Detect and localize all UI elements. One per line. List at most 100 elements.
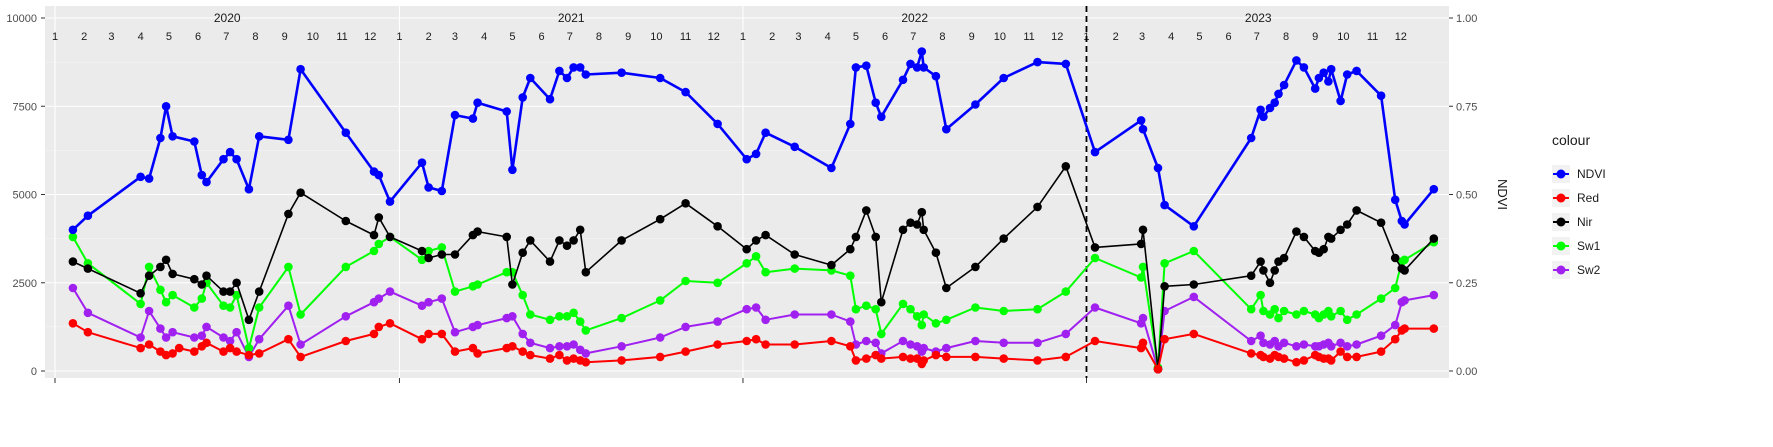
data-point-sw2 [971,336,980,346]
data-point-sw1 [931,319,941,328]
data-point-sw1 [942,315,951,325]
data-point-nir [851,232,861,242]
data-point-ndvi [1270,98,1279,107]
data-point-red [555,350,564,360]
data-point-sw2 [1246,336,1256,346]
data-point-nir [473,227,482,236]
data-point-sw2 [508,312,517,321]
data-point-ndvi [156,133,165,143]
data-point-ndvi [761,128,770,137]
data-point-red [225,343,235,353]
data-point-nir [1061,162,1071,171]
data-point-sw2 [374,294,384,303]
month-label: 3 [1139,31,1145,43]
data-point-sw2 [1259,338,1268,348]
data-point-sw2 [919,343,928,353]
data-point-sw1 [1061,287,1071,296]
data-point-red [971,352,980,362]
data-point-ndvi [232,154,241,164]
data-point-nir [742,244,751,254]
data-point-nir [437,250,447,259]
data-point-sw1 [1160,259,1169,268]
data-point-ndvi [284,135,293,145]
data-point-sw1 [68,232,78,242]
month-label: 7 [223,31,229,43]
right-axis-tick-label: 1.00 [1456,13,1477,25]
data-point-sw2 [942,343,951,353]
data-point-sw1 [877,329,886,339]
data-point-nir [1246,271,1256,281]
data-point-sw1 [871,304,880,314]
data-point-sw2 [1061,329,1071,339]
data-point-nir [555,236,564,245]
data-point-sw1 [1246,304,1256,314]
data-point-sw1 [851,304,861,314]
data-point-nir [508,280,517,289]
data-point-sw1 [161,297,171,307]
data-point-red [1259,352,1268,362]
data-point-ndvi [437,186,447,196]
data-point-ndvi [545,94,555,104]
data-point-nir [161,255,171,265]
data-point-sw2 [569,340,578,349]
data-point-nir [1376,218,1386,227]
data-point-ndvi [225,147,235,157]
data-point-sw2 [1256,331,1265,341]
data-point-nir [862,206,871,215]
data-point-nir [751,236,761,245]
data-point-sw2 [713,317,722,326]
month-label: 6 [882,31,888,43]
data-point-sw2 [254,334,264,344]
data-point-sw1 [569,308,578,318]
data-point-sw2 [617,342,626,351]
data-point-ndvi [742,154,751,164]
data-point-ndvi [473,98,482,107]
data-point-sw1 [562,312,572,321]
data-point-ndvi [1352,66,1361,76]
data-point-ndvi [526,73,535,83]
data-point-sw1 [917,320,927,330]
legend-label: Nir [1577,215,1592,229]
legend-label: Sw1 [1577,239,1601,253]
month-label: 9 [1312,31,1318,43]
data-point-red [751,334,761,344]
data-point-sw2 [1299,340,1309,349]
data-point-nir [190,274,199,284]
data-point-nir [545,257,555,266]
data-point-sw2 [751,303,761,312]
data-point-nir [569,236,578,245]
data-point-sw1 [1090,253,1100,263]
data-point-nir [1138,225,1148,235]
data-point-sw1 [581,326,591,335]
data-point-ndvi [1429,184,1439,194]
data-point-sw1 [1336,306,1345,316]
data-point-red [827,336,836,346]
data-point-ndvi [751,149,761,159]
data-point-ndvi [713,119,722,129]
data-point-nir [827,260,836,270]
data-point-sw1 [144,262,154,272]
month-label: 4 [825,31,831,43]
data-point-red [919,356,928,365]
data-point-red [562,356,572,365]
data-point-nir [761,230,770,240]
data-point-ndvi [581,70,591,79]
data-point-red [761,340,770,349]
data-point-nir [68,257,78,266]
data-point-sw1 [1352,310,1361,319]
data-point-red [1400,324,1409,333]
data-point-sw1 [417,255,427,265]
data-point-nir [1342,220,1352,229]
data-point-sw2 [761,315,770,325]
data-point-ndvi [1326,64,1336,74]
month-label: 7 [910,31,916,43]
data-point-nir [871,232,880,242]
data-point-sw2 [518,329,527,339]
data-point-ndvi [917,47,927,56]
month-label: 10 [994,31,1006,43]
data-point-red [1326,356,1336,365]
data-point-sw1 [225,303,235,312]
data-point-red [385,319,395,328]
data-point-ndvi [244,184,254,194]
